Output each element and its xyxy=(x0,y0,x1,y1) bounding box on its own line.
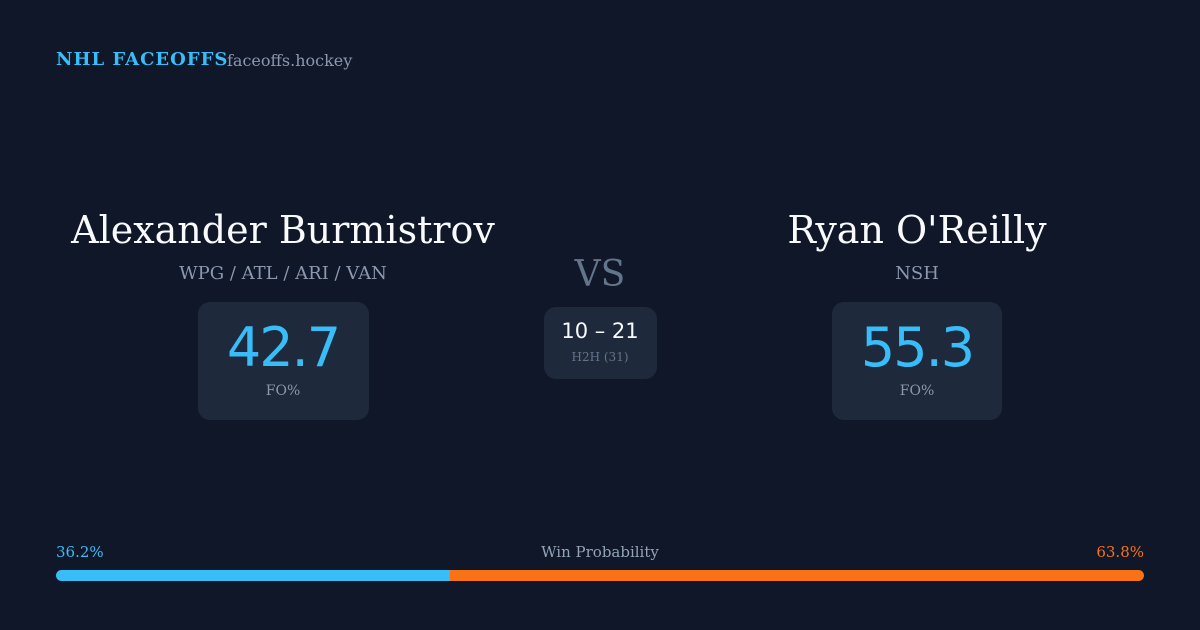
fo-label: FO% xyxy=(265,383,301,399)
h2h-label: H2H (31) xyxy=(571,350,629,364)
fo-pct: 42.7 xyxy=(226,316,341,379)
h2h-score: 10 – 21 xyxy=(561,319,639,343)
site: faceoffs.hockey xyxy=(227,51,353,70)
h2h-card xyxy=(544,307,657,379)
win-prob-label: Win Probability xyxy=(541,543,659,561)
stat-card xyxy=(832,302,1002,420)
fo-label: FO% xyxy=(899,383,935,399)
vs: VS xyxy=(574,254,626,295)
player-name: Ryan O'Reilly xyxy=(787,208,1047,252)
fo-pct: 55.3 xyxy=(860,316,975,379)
brand: NHL FACEOFFS xyxy=(56,49,229,70)
player-name: Alexander Burmistrov xyxy=(71,208,495,252)
win-prob-left: 36.2% xyxy=(56,543,104,561)
win-prob-right: 63.8% xyxy=(1096,543,1144,561)
win-bar xyxy=(449,570,1144,581)
player-teams: NSH xyxy=(895,263,939,284)
win-bar xyxy=(56,570,450,581)
player-teams: WPG / ATL / ARI / VAN xyxy=(179,263,387,284)
stat-card xyxy=(198,302,369,420)
